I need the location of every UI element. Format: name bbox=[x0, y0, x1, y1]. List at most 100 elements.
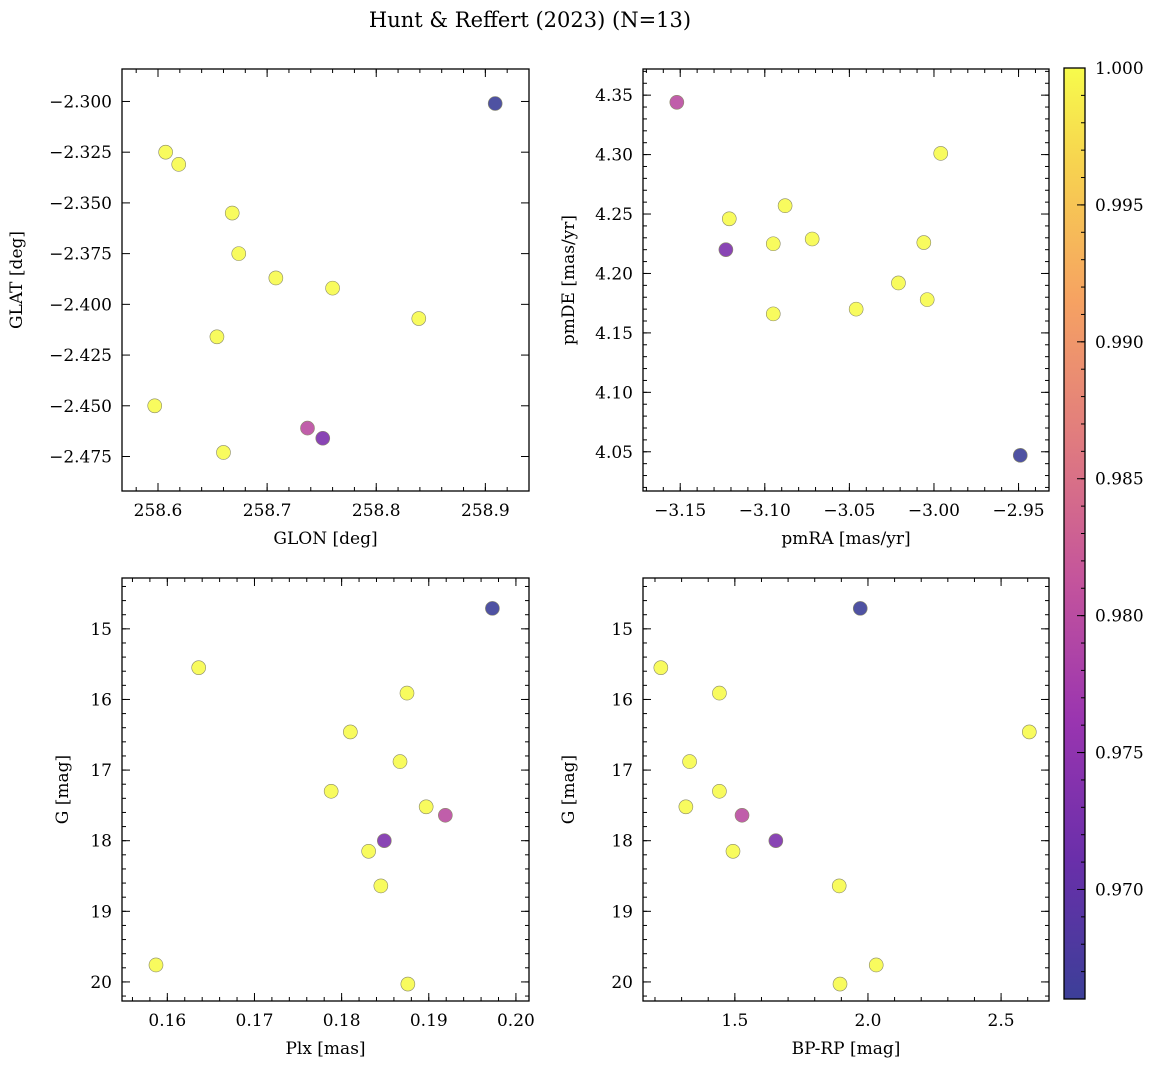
data-point bbox=[325, 280, 340, 296]
colorbar-tick-label: 0.990 bbox=[1095, 333, 1144, 353]
colorbar-tick-label: 0.970 bbox=[1095, 880, 1144, 900]
axes-frame bbox=[642, 68, 1050, 492]
x-tick-label: −3.00 bbox=[908, 501, 960, 521]
data-point bbox=[868, 957, 884, 973]
x-axis-label: GLON [deg] bbox=[273, 529, 377, 549]
data-point bbox=[765, 236, 781, 252]
y-tick-label: −2.350 bbox=[49, 194, 112, 214]
data-point bbox=[919, 292, 935, 307]
y-tick-label: 19 bbox=[90, 902, 112, 922]
x-tick-label: −2.95 bbox=[992, 501, 1044, 521]
data-point bbox=[831, 878, 847, 894]
x-tick-label: 258.6 bbox=[134, 501, 183, 521]
panel-1: 258.6 258.7 258.8 258.9 −2.300 −2.325 −2.350 −2… bbox=[7, 68, 530, 549]
ticks bbox=[122, 578, 529, 1001]
y-tick-label: 4.20 bbox=[595, 264, 633, 284]
data-point bbox=[268, 270, 284, 286]
y-tick-label: −2.425 bbox=[49, 346, 112, 366]
ticks bbox=[643, 69, 1049, 491]
data-point bbox=[485, 601, 500, 616]
x-tick-label: −3.10 bbox=[739, 501, 791, 521]
data-point bbox=[718, 242, 734, 257]
colorbar-tick-label: 0.985 bbox=[1095, 470, 1144, 490]
y-tick-label: −2.450 bbox=[49, 397, 112, 417]
data-point bbox=[438, 807, 453, 823]
data-point bbox=[418, 799, 434, 815]
y-axis-label: G [mag] bbox=[53, 755, 73, 824]
data-point bbox=[323, 783, 339, 799]
data-point bbox=[361, 843, 376, 859]
figure-title: Hunt & Reffert (2023) (N=13) bbox=[369, 8, 691, 32]
y-tick-label: 16 bbox=[611, 690, 633, 710]
data-point bbox=[669, 94, 685, 110]
y-tick-label: 17 bbox=[90, 761, 112, 781]
x-axis-label: Plx [mas] bbox=[285, 1039, 365, 1059]
data-point bbox=[804, 231, 820, 247]
x-tick-label: 258.7 bbox=[243, 501, 292, 521]
ticks bbox=[122, 69, 530, 491]
x-tick-label: 258.9 bbox=[461, 501, 510, 521]
y-tick-label: 4.30 bbox=[595, 146, 633, 166]
data-point bbox=[852, 601, 868, 616]
x-tick-label: 0.19 bbox=[410, 1011, 448, 1031]
data-point bbox=[148, 957, 164, 973]
data-point bbox=[392, 754, 408, 769]
data-point bbox=[768, 833, 784, 848]
y-tick-label: 4.05 bbox=[595, 443, 633, 463]
x-tick-label: 0.20 bbox=[497, 1011, 535, 1031]
data-point bbox=[1012, 448, 1028, 463]
data-point bbox=[158, 144, 173, 160]
y-tick-label: −2.300 bbox=[49, 92, 112, 112]
ticks bbox=[643, 578, 1049, 1001]
data-point bbox=[891, 275, 906, 291]
data-point bbox=[777, 198, 793, 214]
data-point bbox=[171, 157, 187, 172]
data-point bbox=[916, 235, 932, 250]
x-tick-label: 0.18 bbox=[323, 1011, 361, 1031]
y-axis-label: pmDE [mas/yr] bbox=[559, 215, 579, 345]
panel-3: 0.16 0.17 0.18 0.19 0.20 15 16 17 18 19 20 Plx [mas… bbox=[53, 577, 535, 1059]
y-tick-label: 19 bbox=[611, 902, 633, 922]
x-tick-label: −3.05 bbox=[823, 501, 875, 521]
y-tick-label: 17 bbox=[611, 761, 633, 781]
y-tick-label: 4.25 bbox=[595, 205, 633, 225]
data-point bbox=[848, 301, 864, 317]
data-point bbox=[712, 783, 727, 799]
data-point bbox=[315, 430, 331, 446]
x-tick-label: 0.16 bbox=[148, 1011, 186, 1031]
y-tick-label: 16 bbox=[90, 690, 112, 710]
x-axis-label: BP-RP [mag] bbox=[792, 1039, 901, 1059]
colorbar: 0.970 0.975 0.980 0.985 0.990 0.995 1.000 bbox=[1063, 59, 1144, 1000]
axes-frame bbox=[642, 577, 1050, 1002]
data-point bbox=[373, 878, 389, 894]
data-point bbox=[147, 398, 163, 414]
data-point bbox=[209, 329, 225, 345]
data-point bbox=[216, 445, 231, 460]
data-point bbox=[231, 246, 247, 261]
data-point bbox=[725, 843, 741, 859]
x-axis-label: pmRA [mas/yr] bbox=[781, 529, 910, 549]
data-point bbox=[377, 833, 392, 848]
data-point bbox=[933, 146, 949, 161]
y-tick-label: 15 bbox=[90, 620, 112, 640]
data-point bbox=[712, 685, 727, 701]
y-tick-label: 18 bbox=[90, 832, 112, 852]
data-point bbox=[300, 420, 315, 436]
data-point bbox=[191, 660, 206, 675]
data-point bbox=[400, 976, 416, 992]
y-axis-label: G [mag] bbox=[559, 755, 579, 824]
x-tick-label: −3.15 bbox=[654, 501, 706, 521]
data-point bbox=[1021, 724, 1037, 740]
y-tick-label: 4.10 bbox=[595, 383, 633, 403]
data-point bbox=[832, 976, 848, 992]
y-tick-label: 15 bbox=[611, 620, 633, 640]
y-axis-label: GLAT [deg] bbox=[7, 231, 27, 329]
panel-2: −3.15 −3.10 −3.05 −3.00 −2.95 4.05 4.10 4.15 4.2… bbox=[559, 68, 1050, 549]
colorbar-tick-label: 0.995 bbox=[1095, 196, 1144, 216]
data-point bbox=[487, 96, 503, 111]
data-point bbox=[678, 799, 694, 815]
data-point bbox=[399, 685, 415, 701]
y-tick-label: −2.325 bbox=[49, 143, 112, 163]
colorbar-tick-label: 1.000 bbox=[1095, 59, 1144, 79]
y-tick-label: 20 bbox=[90, 973, 112, 993]
